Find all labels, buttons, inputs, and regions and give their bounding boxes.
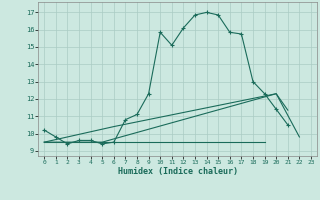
X-axis label: Humidex (Indice chaleur): Humidex (Indice chaleur): [118, 167, 238, 176]
